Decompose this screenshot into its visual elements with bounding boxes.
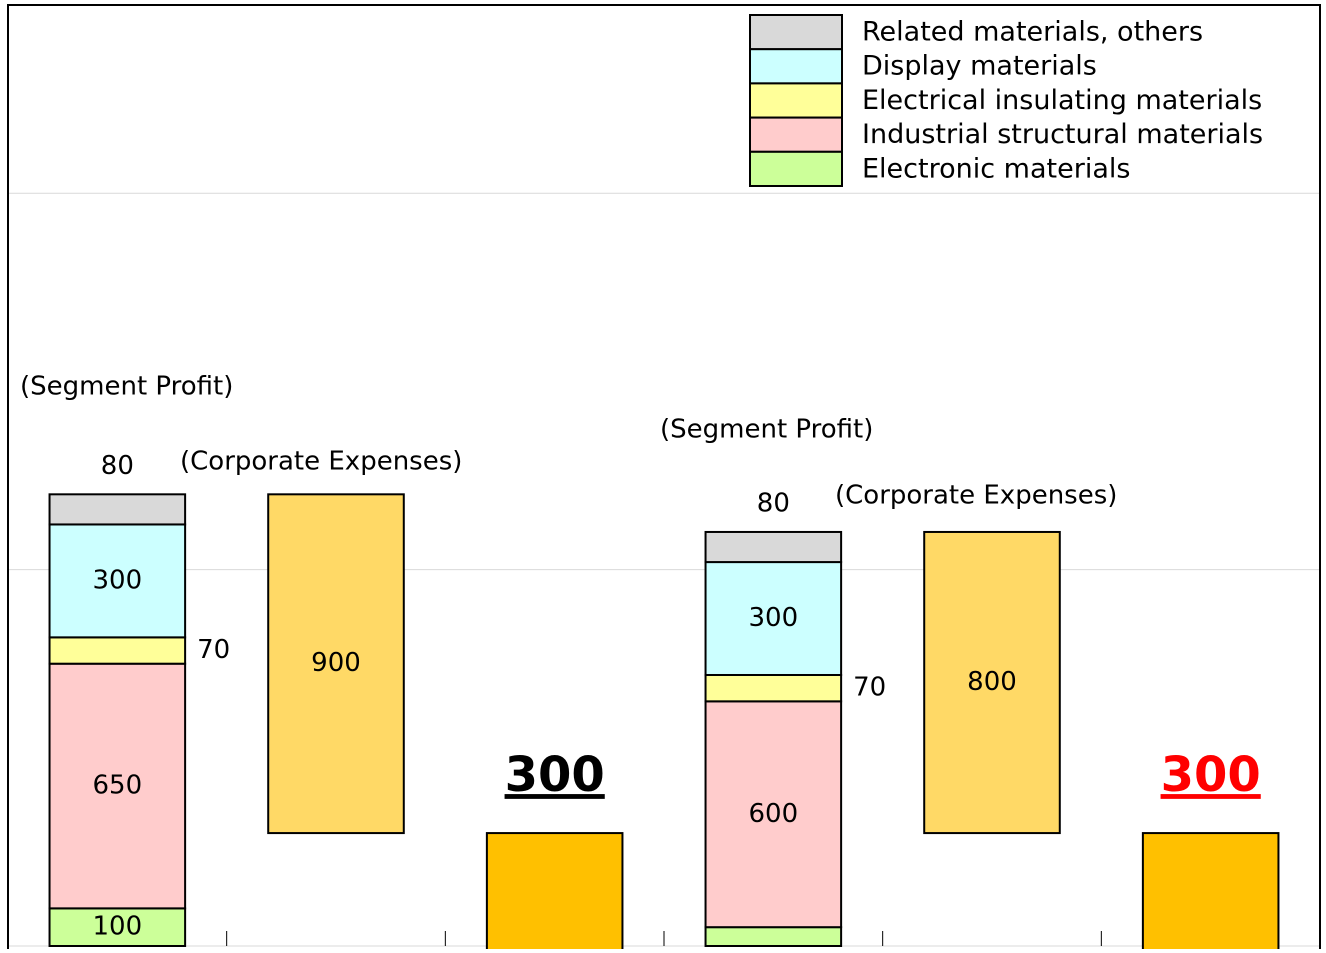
data-label: 300: [749, 603, 799, 633]
bar-segment: [704, 561, 843, 676]
bar-segment: [48, 662, 187, 910]
legend-label: Industrial structural materials: [862, 119, 1263, 150]
legend-label: Display materials: [862, 51, 1097, 82]
annotation: (Segment Profit): [20, 372, 233, 402]
data-label: 900: [311, 648, 361, 678]
legend-label: Related materials, others: [862, 17, 1203, 48]
result-bar: [485, 832, 624, 952]
data-label: 80: [101, 451, 134, 481]
bar-segment: [48, 493, 187, 526]
bar-segment: [704, 530, 843, 564]
legend-swatch: [749, 150, 843, 188]
data-label: 70: [853, 673, 886, 703]
data-label: 70: [197, 635, 230, 665]
legend-swatch: [749, 48, 843, 85]
data-label: 300: [93, 565, 143, 595]
plot-frame: [7, 4, 1321, 953]
expense-bar: [923, 530, 1061, 835]
data-label: 100: [93, 912, 143, 942]
legend-swatch: [749, 116, 843, 153]
legend-swatch: [749, 82, 843, 119]
legend-label: Electrical insulating materials: [862, 85, 1262, 116]
result-label: 300: [1161, 747, 1261, 803]
bar-segment: [48, 523, 187, 639]
bar-segment: [704, 926, 843, 947]
bar-segment: [48, 907, 187, 947]
data-label: 800: [967, 667, 1017, 697]
legend-swatch: [749, 14, 843, 51]
annotation: (Corporate Expenses): [180, 447, 462, 477]
bar-segment: [48, 636, 187, 665]
legend-label: Electronic materials: [862, 153, 1130, 184]
result-bar: [1141, 832, 1280, 952]
bar-segment: [704, 700, 843, 929]
annotation: (Segment Profit): [660, 415, 873, 445]
data-label: 650: [93, 771, 143, 801]
data-label: 600: [749, 799, 799, 829]
expense-bar: [267, 493, 405, 835]
result-label: 300: [505, 747, 605, 803]
data-label: 80: [757, 488, 790, 518]
bar-segment: [704, 673, 843, 703]
annotation: (Corporate Expenses): [835, 481, 1117, 511]
